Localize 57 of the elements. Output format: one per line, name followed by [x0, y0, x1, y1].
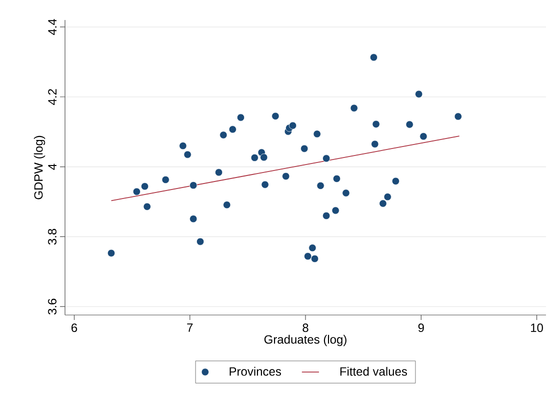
- y-axis-title: GDPW (log): [34, 136, 46, 200]
- point: [392, 177, 400, 185]
- point: [310, 254, 319, 263]
- point: [162, 176, 170, 184]
- x-tick-label: 6: [72, 324, 78, 332]
- point: [370, 54, 378, 62]
- point: [332, 206, 340, 214]
- x-tick-label: 7: [187, 324, 193, 332]
- point: [179, 142, 187, 150]
- y-tick-label: 3.8: [48, 228, 56, 245]
- point: [272, 112, 280, 120]
- legend-label: Fitted values: [340, 366, 407, 376]
- point: [107, 249, 116, 257]
- point: [220, 131, 228, 139]
- point: [223, 201, 231, 209]
- x-tick-label: 10: [530, 324, 543, 332]
- point: [140, 182, 149, 190]
- point: [282, 172, 290, 180]
- point: [454, 112, 462, 120]
- point: [322, 212, 330, 220]
- point: [379, 200, 387, 208]
- x-axis-title: Graduates (log): [264, 334, 346, 346]
- point: [300, 144, 308, 152]
- point: [308, 244, 316, 252]
- point: [236, 114, 245, 122]
- point: [350, 104, 358, 112]
- point: [372, 120, 380, 128]
- y-tick-label: 4: [48, 164, 56, 170]
- point: [261, 180, 269, 188]
- y-tick-label: 4.4: [48, 18, 56, 36]
- point: [132, 188, 140, 196]
- point: [184, 150, 192, 158]
- legend-label: Provinces: [230, 366, 282, 376]
- point: [313, 130, 321, 138]
- point: [214, 168, 223, 176]
- point: [316, 182, 324, 190]
- point: [371, 140, 379, 148]
- point: [260, 154, 268, 162]
- x-tick-label: 8: [302, 324, 308, 332]
- point: [420, 132, 428, 140]
- point: [332, 174, 341, 182]
- point: [228, 126, 236, 134]
- point: [190, 182, 198, 190]
- point: [288, 122, 297, 130]
- point: [342, 189, 350, 197]
- y-tick-label: 4.2: [48, 89, 56, 105]
- y-tick-label: 3.6: [48, 298, 56, 314]
- point: [250, 154, 258, 162]
- point: [304, 252, 312, 260]
- point: [406, 120, 414, 128]
- x-tick-label: 9: [418, 324, 424, 332]
- point: [196, 238, 204, 246]
- point: [143, 202, 151, 210]
- point: [190, 215, 198, 223]
- point: [415, 90, 423, 98]
- point: [322, 154, 330, 162]
- point: [384, 193, 392, 201]
